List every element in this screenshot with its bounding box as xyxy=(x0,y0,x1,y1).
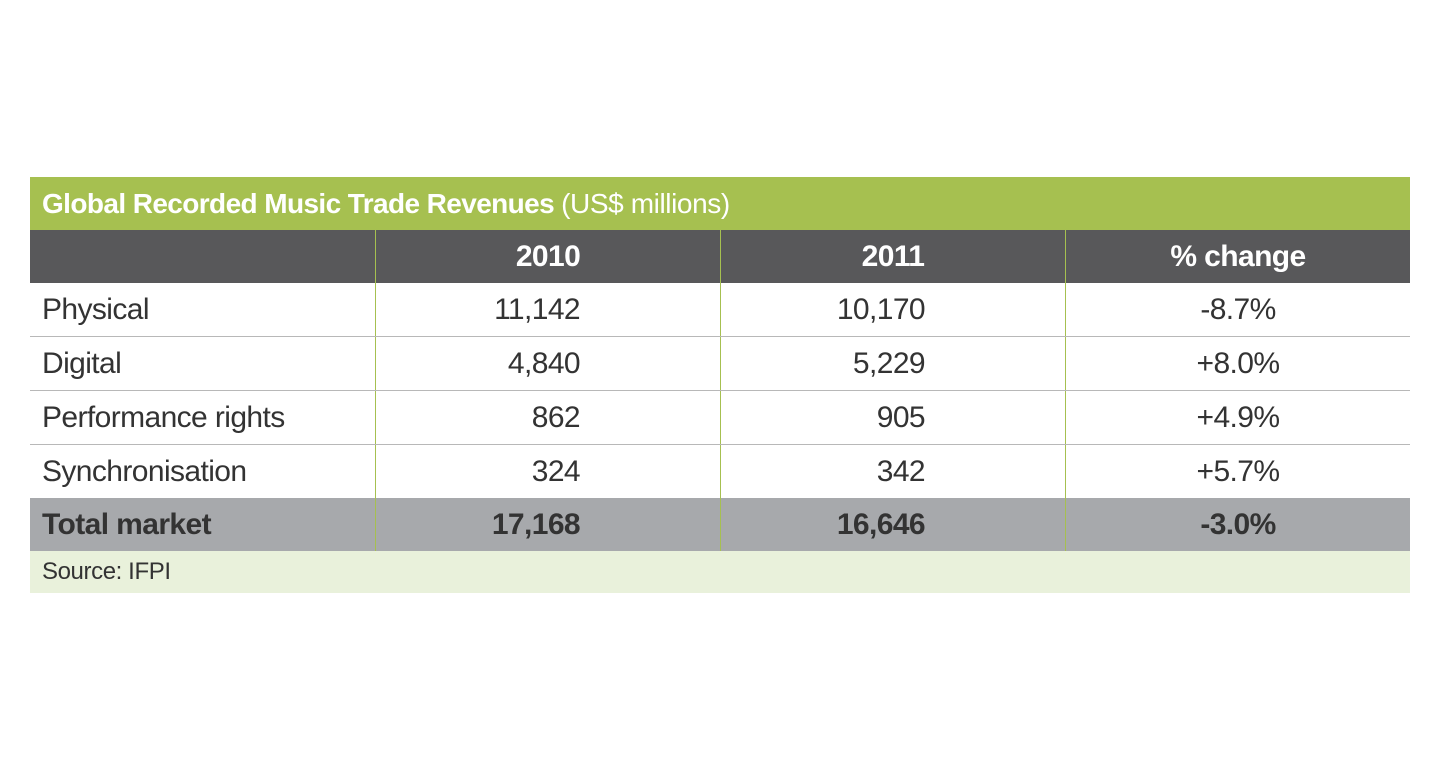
table-row: Digital 4,840 5,229 +8.0% xyxy=(30,337,1410,391)
total-2010: 17,168 xyxy=(375,498,720,551)
cell-change: +5.7% xyxy=(1065,445,1410,498)
header-cell-2010: 2010 xyxy=(375,230,720,283)
header-cell-2011: 2011 xyxy=(720,230,1065,283)
header-cell-change: % change xyxy=(1065,230,1410,283)
revenue-table: Global Recorded Music Trade Revenues (US… xyxy=(30,177,1410,593)
header-row: 2010 2011 % change xyxy=(30,230,1410,283)
table-title: Global Recorded Music Trade Revenues xyxy=(42,187,555,219)
cell-change: +4.9% xyxy=(1065,391,1410,444)
source-note: Source: IFPI xyxy=(30,551,1410,593)
cell-2010: 862 xyxy=(375,391,720,444)
cell-2010: 4,840 xyxy=(375,337,720,390)
row-label: Digital xyxy=(42,346,122,380)
cell-2010: 324 xyxy=(375,445,720,498)
table-title-bar: Global Recorded Music Trade Revenues (US… xyxy=(30,177,1410,230)
cell-2011: 342 xyxy=(720,445,1065,498)
cell-2010: 11,142 xyxy=(375,283,720,336)
cell-2011: 5,229 xyxy=(720,337,1065,390)
table-row: Physical 11,142 10,170 -8.7% xyxy=(30,283,1410,337)
total-change: -3.0% xyxy=(1065,498,1410,551)
header-cell-label xyxy=(30,230,375,283)
total-2011: 16,646 xyxy=(720,498,1065,551)
table-row: Synchronisation 324 342 +5.7% xyxy=(30,445,1410,498)
cell-2011: 10,170 xyxy=(720,283,1065,336)
cell-change: +8.0% xyxy=(1065,337,1410,390)
total-label: Total market xyxy=(42,507,212,541)
cell-change: -8.7% xyxy=(1065,283,1410,336)
cell-2011: 905 xyxy=(720,391,1065,444)
row-label: Physical xyxy=(42,292,150,326)
total-row: Total market 17,168 16,646 -3.0% xyxy=(30,498,1410,551)
row-label: Synchronisation xyxy=(42,454,247,488)
row-label: Performance rights xyxy=(42,400,285,434)
table-subtitle: (US$ millions) xyxy=(561,187,730,219)
table-row: Performance rights 862 905 +4.9% xyxy=(30,391,1410,445)
